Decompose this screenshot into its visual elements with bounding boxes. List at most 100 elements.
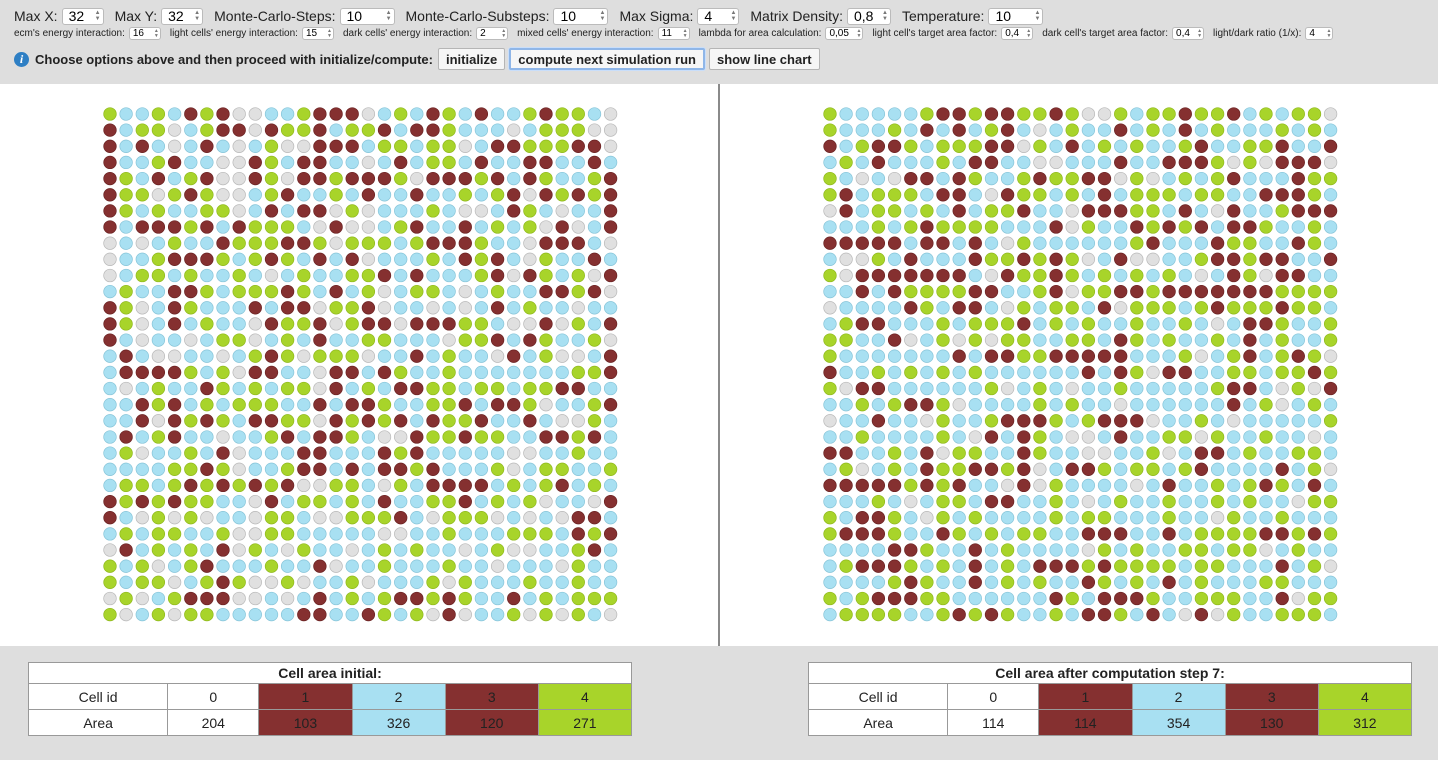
grid-cell [1323,511,1338,525]
grid-cell [1194,575,1209,589]
grid-cell [1130,430,1144,444]
grid-cell [936,414,950,428]
grid-cell [871,607,886,622]
grid-cell [823,446,837,460]
grid-cell [119,123,133,137]
grid-cell [345,575,359,589]
grid-cell [936,494,950,509]
max-y-input[interactable]: 32 ▲ ▼ [161,7,204,25]
grid-cell [871,220,886,234]
grid-cell [984,446,999,460]
grid-cell [1194,381,1209,396]
dark-target-area-input[interactable]: 0,4 ▲ ▼ [1172,27,1205,40]
grid-cell [232,430,246,444]
show-line-chart-button[interactable]: show line chart [708,48,820,70]
grid-cell [1178,139,1192,153]
spinner-arrows-icon[interactable]: ▲ ▼ [385,10,392,22]
grid-cell [507,123,521,137]
grid-cell [507,575,521,589]
grid-cell [1194,333,1209,347]
light-energy-input[interactable]: 15 ▲ ▼ [301,27,334,40]
grid-cell [458,107,472,121]
dark-energy-input[interactable]: 2 ▲ ▼ [476,27,509,40]
grid-cell [329,236,343,250]
grid-cell [1114,527,1128,541]
grid-cell [523,478,537,493]
spinner-arrows-icon[interactable]: ▲ ▼ [682,27,688,39]
spinner-arrows-icon[interactable]: ▲ ▼ [1326,27,1332,39]
spinner-arrows-icon[interactable]: ▲ ▼ [730,10,737,22]
grid-cell [952,398,966,412]
spinner-arrows-icon[interactable]: ▲ ▼ [882,10,888,22]
grid-cell [313,511,327,525]
grid-cell [103,107,117,121]
grid-cell [297,268,311,283]
monte-carlo-steps-input[interactable]: 10 ▲ ▼ [339,7,395,25]
spinner-arrows-icon[interactable]: ▲ ▼ [856,27,862,39]
grid-cell [1114,204,1128,218]
grid-cell [904,268,918,283]
grid-cell [151,607,166,622]
grid-cell [1210,123,1225,137]
grid-cell [871,171,886,186]
grid-cell [410,188,424,202]
temperature-input[interactable]: 10 ▲ ▼ [988,7,1044,25]
grid-cell [1307,107,1322,121]
max-sigma-input[interactable]: 4 ▲ ▼ [697,7,740,25]
grid-cell [200,139,214,153]
grid-cell [1130,204,1144,218]
grid-cell [167,107,182,121]
grid-cell [952,365,966,380]
grid-cell [410,349,424,363]
grid-cell [1243,236,1257,250]
light-dark-ratio-input[interactable]: 4 ▲ ▼ [1305,27,1334,40]
grid-cell [1291,220,1305,234]
max-x-input[interactable]: 32 ▲ ▼ [61,7,104,25]
spinner-arrows-icon[interactable]: ▲ ▼ [1026,27,1032,39]
grid-cell [523,559,537,573]
compute-next-run-button[interactable]: compute next simulation run [509,48,705,70]
grid-cell [887,123,902,137]
grid-cell [1227,543,1241,557]
grid-cell [248,511,262,525]
grid-cell [329,559,343,573]
grid-cell [571,559,585,573]
grid-cell [1162,430,1176,444]
ecm-energy-input[interactable]: 16 ▲ ▼ [128,27,161,40]
grid-cell [119,139,133,153]
spinner-arrows-icon[interactable]: ▲ ▼ [501,27,507,39]
grid-cell [823,381,837,396]
lambda-area-input[interactable]: 0,05 ▲ ▼ [825,27,864,40]
spinner-arrows-icon[interactable]: ▲ ▼ [599,10,606,22]
spinner-arrows-icon[interactable]: ▲ ▼ [94,10,101,22]
matrix-density-input[interactable]: 0,8 ▲ ▼ [846,7,891,25]
grid-cell [103,123,117,137]
spinner-arrows-icon[interactable]: ▲ ▼ [1034,10,1041,22]
grid-cell [1178,446,1192,460]
grid-cell [474,430,489,444]
grid-cell [1210,381,1225,396]
grid-cell [361,365,376,380]
grid-cell [119,252,133,266]
grid-cell [377,607,392,622]
grid-cell [297,155,311,170]
mixed-energy-input[interactable]: 11 ▲ ▼ [657,27,690,40]
spinner-arrows-icon[interactable]: ▲ ▼ [1197,27,1203,39]
grid-cell [1162,398,1176,412]
grid-cell [103,236,117,250]
spinner-arrows-icon[interactable]: ▲ ▼ [327,27,332,39]
initialize-button[interactable]: initialize [437,48,506,70]
grid-cell [952,204,966,218]
light-target-area-input[interactable]: 0,4 ▲ ▼ [1001,27,1034,40]
spinner-arrows-icon[interactable]: ▲ ▼ [153,27,159,39]
spinner-arrows-icon[interactable]: ▲ ▼ [194,10,201,22]
grid-cell [1130,527,1144,541]
grid-cell [1114,446,1128,460]
grid-cell [1130,607,1144,622]
grid-cell [410,268,424,283]
grid-cell [952,107,966,121]
grid-cell [1227,107,1241,121]
grid-cell [426,462,440,476]
grid-cell [345,430,359,444]
monte-carlo-substeps-input[interactable]: 10 ▲ ▼ [553,7,609,25]
